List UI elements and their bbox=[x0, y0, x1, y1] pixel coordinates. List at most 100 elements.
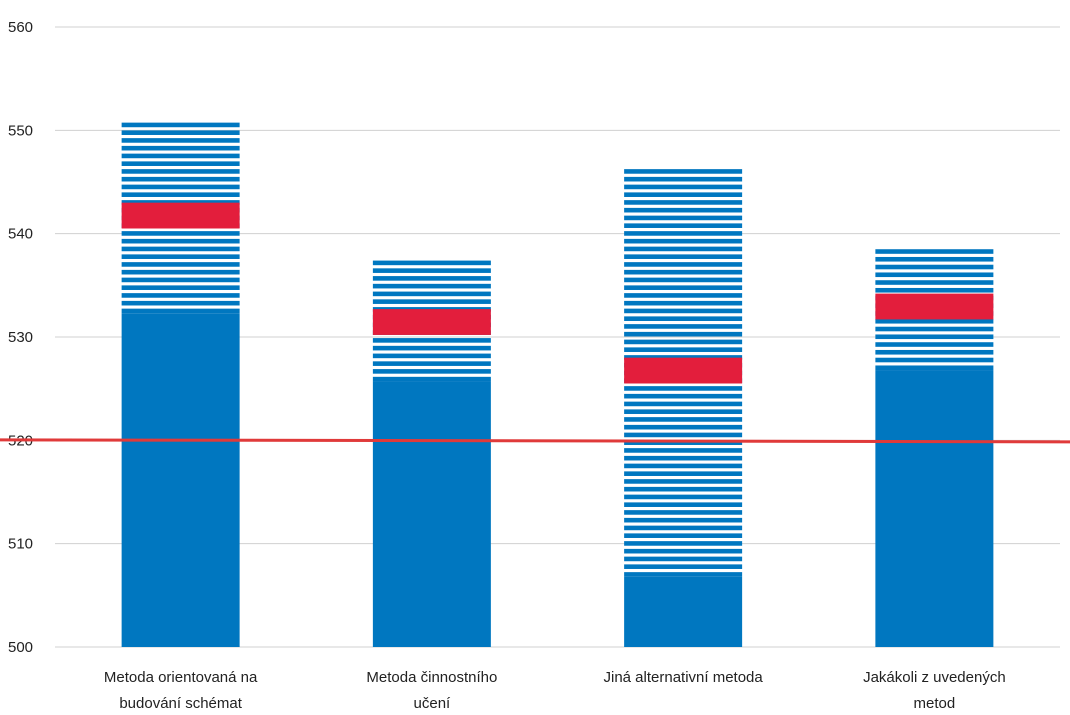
bar-group bbox=[875, 249, 994, 647]
bar-range-stripe bbox=[121, 293, 240, 298]
y-tick-label: 560 bbox=[8, 19, 33, 36]
bar-range-stripe bbox=[121, 184, 240, 190]
bar-solid bbox=[372, 381, 491, 647]
bar-range-stripe bbox=[624, 331, 743, 337]
bar-solid bbox=[624, 576, 743, 647]
y-tick-label: 500 bbox=[8, 639, 33, 656]
bar-range-stripe bbox=[624, 300, 743, 306]
bar-range-stripe bbox=[624, 308, 743, 314]
bar-range-stripe bbox=[624, 316, 743, 321]
bar-range-stripe bbox=[624, 254, 743, 259]
bar-range-stripe bbox=[624, 572, 743, 577]
category-label-line: učení bbox=[414, 695, 452, 712]
bar-range-stripe bbox=[624, 393, 743, 399]
bar-range-stripe bbox=[121, 300, 240, 306]
bar-range-stripe bbox=[624, 409, 743, 414]
bar-range-stripe bbox=[624, 471, 743, 476]
bar-range-stripe bbox=[372, 369, 491, 374]
bar-range-stripe bbox=[372, 361, 491, 366]
bar-range-stripe bbox=[624, 417, 743, 422]
bar-range-stripe bbox=[372, 291, 491, 297]
bar-range-stripe bbox=[624, 564, 743, 569]
category-label-line: metod bbox=[914, 695, 956, 712]
reference-line-group bbox=[0, 438, 1070, 444]
bar-range-stripe bbox=[624, 448, 743, 453]
bar-range-stripe bbox=[624, 541, 743, 546]
bar-range-stripe bbox=[121, 277, 240, 283]
bar-range-stripe bbox=[121, 308, 240, 314]
bar-range-stripe bbox=[875, 365, 994, 371]
bar-range-stripe bbox=[121, 130, 240, 135]
bar-range-stripe bbox=[875, 256, 994, 262]
bar-range-stripe bbox=[372, 376, 491, 382]
bar-range-stripe bbox=[875, 249, 994, 254]
bar-range-stripe bbox=[624, 355, 743, 360]
y-tick-label: 540 bbox=[8, 226, 33, 243]
bar-group bbox=[624, 169, 743, 647]
bar-group bbox=[121, 122, 240, 647]
bar-range-stripe bbox=[624, 494, 743, 500]
bar-range-stripe bbox=[624, 401, 743, 407]
bar-range-stripe bbox=[624, 285, 743, 290]
bar-range-stripe bbox=[372, 276, 491, 281]
bar-range-stripe bbox=[121, 145, 240, 151]
bar-range-stripe bbox=[372, 338, 491, 343]
bar-range-stripe bbox=[875, 342, 994, 347]
bar-range-stripe bbox=[121, 246, 240, 252]
bar-range-stripe bbox=[624, 347, 743, 352]
bar-range-stripe bbox=[121, 285, 240, 290]
bar-solid bbox=[121, 313, 240, 647]
bar-range-stripe bbox=[875, 334, 994, 340]
bar-range-stripe bbox=[121, 161, 240, 166]
bar-range-stripe bbox=[624, 238, 743, 244]
bar-range-stripe bbox=[372, 353, 491, 359]
category-label: Metoda orientovaná na budování schémat bbox=[104, 669, 258, 712]
bar-range-stripe bbox=[624, 455, 743, 461]
bar-range-stripe bbox=[875, 264, 994, 270]
bar-range-stripe bbox=[875, 280, 994, 285]
bar-range-stripe bbox=[121, 169, 240, 174]
bar-range-stripe bbox=[121, 138, 240, 143]
bar-group bbox=[372, 260, 491, 647]
bar-range-stripe bbox=[624, 486, 743, 492]
y-tick-label: 510 bbox=[8, 536, 33, 553]
bar-range-stripe bbox=[624, 510, 743, 515]
bar-range-stripe bbox=[624, 246, 743, 252]
bar-range-stripe bbox=[121, 262, 240, 267]
bar-range-stripe bbox=[875, 287, 994, 293]
bar-range-stripe bbox=[624, 502, 743, 507]
bar-range-stripe bbox=[624, 479, 743, 484]
bar-range-stripe bbox=[875, 349, 994, 355]
bar-range-stripe bbox=[624, 293, 743, 298]
bar-mean-band bbox=[372, 309, 491, 335]
bar-range-stripe bbox=[624, 339, 743, 345]
bar-range-stripe bbox=[624, 548, 743, 554]
bar-range-stripe bbox=[624, 277, 743, 283]
bar-range-stripe bbox=[121, 192, 240, 197]
bar-range-stripe bbox=[875, 326, 994, 332]
bar-solid bbox=[875, 370, 994, 647]
bar-range-stripe bbox=[624, 440, 743, 445]
bar-range-stripe bbox=[121, 269, 240, 275]
bar-range-stripe bbox=[624, 223, 743, 228]
reference-line bbox=[0, 438, 1070, 444]
category-label-line: Jakákoli z uvedených bbox=[863, 669, 1006, 686]
bar-range-stripe bbox=[875, 318, 994, 324]
bar-range-stripe bbox=[121, 176, 240, 182]
category-label: Jiná alternativní metoda bbox=[603, 669, 763, 686]
bar-range-stripe bbox=[121, 231, 240, 236]
bar-range-stripe bbox=[121, 122, 240, 128]
category-label-line: Jiná alternativní metoda bbox=[603, 669, 763, 686]
bar-range-stripe bbox=[624, 184, 743, 190]
bar-range-stripe bbox=[372, 260, 491, 266]
bar-range-stripe bbox=[624, 432, 743, 438]
y-axis-tick-labels: 500510520530540550560 bbox=[8, 19, 33, 656]
bar-range-stripe bbox=[624, 215, 743, 221]
bar-range-stripe bbox=[624, 269, 743, 275]
bar-range-stripe bbox=[121, 200, 240, 205]
bar-range-stripe bbox=[121, 153, 240, 159]
bar-range-stripe bbox=[372, 283, 491, 289]
bar-mean-band bbox=[624, 357, 743, 384]
bar-range-stripe bbox=[875, 272, 994, 278]
